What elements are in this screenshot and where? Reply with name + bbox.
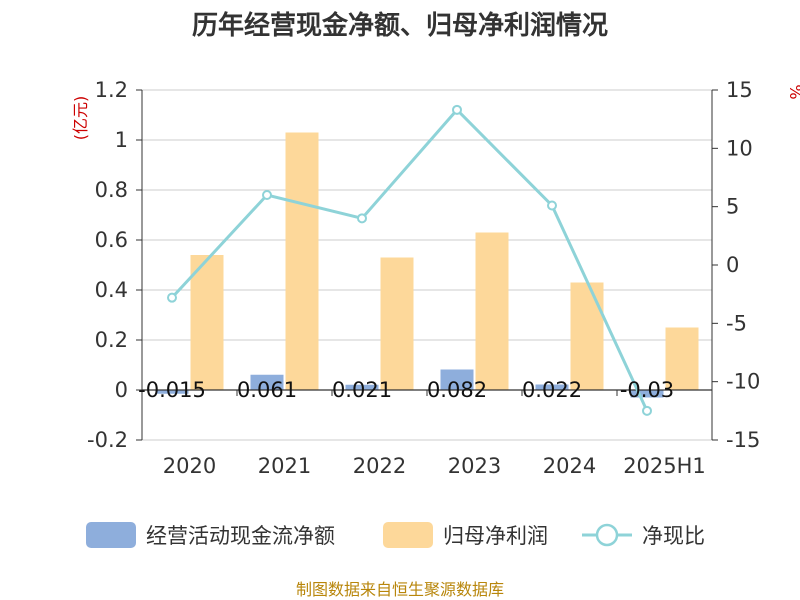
net-profit-bar bbox=[665, 327, 699, 390]
category-label: 2022 bbox=[353, 454, 406, 478]
category-label: 2025H1 bbox=[623, 454, 706, 478]
right-tick-label: 10 bbox=[726, 136, 753, 160]
cash-flow-bar bbox=[250, 374, 284, 390]
left-tick-label: 0.6 bbox=[95, 228, 128, 252]
net-cash-ratio-point bbox=[167, 292, 177, 303]
category-label: 2024 bbox=[543, 454, 596, 478]
legend-label-cash-flow: 经营活动现金流净额 bbox=[146, 524, 335, 548]
legend-swatch-cash-flow bbox=[86, 522, 136, 548]
net-profit-bar bbox=[475, 232, 509, 390]
cash-flow-bar bbox=[630, 390, 664, 398]
left-tick-label: 0 bbox=[115, 378, 128, 402]
axis-layer: -0.2 0 0.2 0.4 0.6 0.8 1 1.2 -15 -10 -5 0 5 10 15 2020 2… bbox=[71, 78, 800, 478]
label-layer: -0.015 0.061 0.021 0.082 0.022 -0.03 bbox=[138, 378, 674, 402]
left-tick-label: 0.4 bbox=[95, 278, 128, 302]
right-tick-label: -10 bbox=[726, 370, 760, 394]
net-cash-ratio-point bbox=[547, 200, 557, 211]
category-label: 2023 bbox=[448, 454, 501, 478]
legend-label-net-profit: 归母净利润 bbox=[443, 524, 548, 548]
cash-flow-data-label: 0.082 bbox=[427, 378, 487, 402]
net-profit-bar bbox=[285, 132, 319, 390]
net-profit-bar bbox=[570, 282, 604, 390]
cash-flow-data-label: 0.022 bbox=[522, 378, 582, 402]
line-layer bbox=[167, 104, 652, 416]
cash-flow-bar bbox=[155, 390, 189, 394]
category-label: 2021 bbox=[258, 454, 311, 478]
category-label: 2020 bbox=[163, 454, 216, 478]
net-cash-ratio-point bbox=[262, 190, 272, 200]
cash-flow-bar bbox=[440, 369, 474, 390]
right-tick-label: -5 bbox=[726, 311, 747, 335]
legend-label-net-cash-ratio: 净现比 bbox=[642, 524, 705, 548]
cash-flow-bar bbox=[535, 384, 569, 390]
cash-flow-data-label: -0.015 bbox=[138, 378, 206, 402]
chart-title: 历年经营现金净额、归母净利润情况 bbox=[192, 10, 608, 41]
right-axis-unit: % bbox=[786, 84, 800, 99]
net-profit-bar bbox=[380, 257, 414, 390]
right-tick-label: 5 bbox=[726, 195, 739, 219]
cash-flow-data-label: 0.021 bbox=[332, 378, 392, 402]
right-tick-label: 15 bbox=[726, 78, 753, 102]
left-tick-label: 1.2 bbox=[95, 78, 128, 102]
net-cash-ratio-line bbox=[170, 107, 649, 412]
right-tick-label: 0 bbox=[726, 253, 739, 277]
net-cash-ratio-point bbox=[452, 104, 462, 115]
legend-marker-net-cash-ratio bbox=[595, 523, 619, 547]
net-cash-ratio-point bbox=[642, 405, 652, 416]
left-tick-label: 1 bbox=[115, 128, 128, 152]
cash-flow-bar bbox=[345, 384, 379, 390]
bar-layer bbox=[155, 132, 699, 398]
net-profit-bar bbox=[190, 255, 224, 390]
left-tick-label: -0.2 bbox=[87, 428, 128, 452]
cash-flow-data-label: -0.03 bbox=[620, 378, 674, 402]
source-text: 制图数据来自恒生聚源数据库 bbox=[296, 580, 504, 599]
cash-flow-data-label: 0.061 bbox=[237, 378, 297, 402]
legend-swatch-net-profit bbox=[383, 522, 433, 548]
left-tick-label: 0.8 bbox=[95, 178, 128, 202]
legend: 经营活动现金流净额 归母净利润 净现比 bbox=[86, 522, 705, 548]
left-tick-label: 0.2 bbox=[95, 328, 128, 352]
left-axis-unit: (亿元) bbox=[71, 96, 90, 141]
right-tick-label: -15 bbox=[726, 428, 760, 452]
net-cash-ratio-point bbox=[357, 213, 367, 224]
